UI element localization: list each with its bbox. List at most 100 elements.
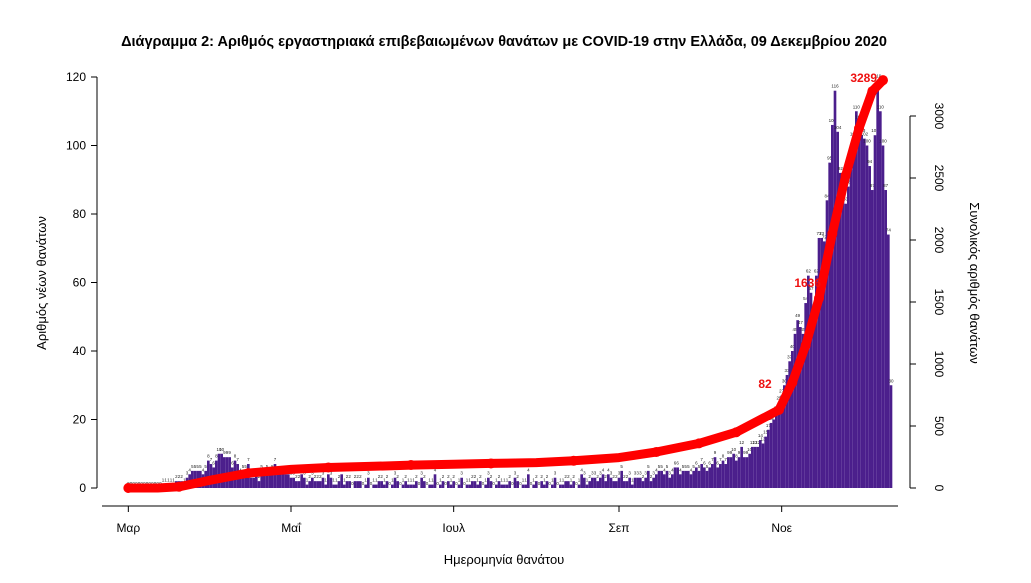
bar — [588, 481, 591, 488]
bar-data-label: 1 — [562, 478, 565, 483]
bar — [703, 467, 706, 488]
bar-data-label: 8 — [735, 454, 738, 459]
bar-data-label: 4 — [580, 467, 583, 472]
bar-data-label: 72 — [822, 234, 828, 239]
bar — [457, 484, 461, 488]
bar-data-label: 2 — [572, 474, 575, 479]
bar-data-label: 1 — [570, 478, 573, 483]
bar-data-label: 9 — [228, 450, 231, 455]
bar-data-label: 2 — [546, 474, 549, 479]
bar-data-label: 5 — [204, 464, 207, 469]
cumulative-line — [123, 75, 888, 493]
bar — [649, 481, 653, 488]
bar-data-label: 3 — [652, 471, 655, 476]
bar — [433, 474, 437, 488]
bar — [844, 203, 847, 488]
bar — [673, 467, 677, 488]
bar — [873, 135, 877, 488]
bar — [745, 457, 749, 488]
bar-data-label: 87 — [870, 183, 876, 188]
cumulative-point — [878, 75, 888, 86]
bar-data-label: 2 — [346, 474, 349, 479]
bar-data-label: 17 — [766, 423, 772, 428]
bar — [871, 190, 874, 488]
bar-data-label: 33 — [784, 368, 790, 373]
cumulative-point — [854, 123, 864, 134]
bar-data-label: 6 — [212, 460, 215, 465]
bar — [761, 443, 765, 488]
bar-data-label: 1 — [543, 478, 546, 483]
bar-data-label: 1 — [170, 478, 173, 483]
bar — [812, 313, 815, 488]
bar — [695, 467, 698, 488]
bar-data-label: 1 — [532, 478, 535, 483]
bar-data-label: 10 — [219, 447, 225, 452]
bar-data-label: 3 — [583, 471, 586, 476]
bar-data-label: 6 — [674, 460, 677, 465]
bar — [471, 481, 474, 488]
bar — [583, 477, 586, 488]
bar-data-label: 0 — [492, 481, 495, 486]
bar — [863, 138, 866, 488]
bar — [847, 186, 850, 488]
bar-data-label: 2 — [516, 474, 519, 479]
cumulative-point — [694, 438, 704, 449]
bar-data-label: 5 — [199, 464, 202, 469]
bar — [276, 474, 279, 488]
bar — [743, 457, 746, 488]
bar — [489, 481, 493, 488]
bar-data-label: 2 — [378, 474, 381, 479]
bar-data-label: 1 — [476, 478, 479, 483]
bar — [644, 477, 647, 488]
bar-data-label: 2 — [423, 474, 426, 479]
bar — [609, 477, 613, 488]
bar-data-label: 6 — [716, 460, 719, 465]
bar — [540, 481, 543, 488]
bar — [655, 474, 658, 488]
bar-data-label: 5 — [196, 464, 199, 469]
cumulative-point — [323, 462, 334, 473]
bar-data-label: 7 — [724, 457, 727, 462]
cumulative-point — [774, 404, 784, 415]
bar — [332, 484, 335, 488]
bar — [407, 484, 410, 488]
bar — [839, 172, 842, 488]
bar-data-label: 2 — [295, 474, 298, 479]
bar-data-label: 2 — [540, 474, 543, 479]
bar-data-label: 45 — [792, 327, 798, 332]
y2-axis-label: Συνολικός αριθμός θανάτων — [967, 202, 982, 363]
bar-data-label: 5 — [660, 464, 663, 469]
bar-data-label: 57 — [808, 286, 814, 291]
bar-data-label: 1 — [375, 478, 378, 483]
bar — [719, 464, 722, 488]
bar-data-label: 3 — [394, 471, 397, 476]
bar — [391, 484, 394, 488]
bar-data-label: 3 — [487, 471, 490, 476]
x-tick-label: Μαΐ — [281, 521, 302, 535]
bar-data-label: 9 — [226, 450, 229, 455]
bar — [625, 481, 629, 488]
bar-data-label: 1 — [506, 478, 509, 483]
bar-data-label: 5 — [682, 464, 685, 469]
bar — [764, 436, 767, 488]
bar-data-label: 0 — [351, 481, 354, 486]
bar — [791, 351, 794, 488]
bar — [260, 470, 263, 488]
bar — [380, 481, 383, 488]
bar-data-label: 2 — [404, 474, 407, 479]
bar — [817, 237, 821, 488]
bar-data-label: 0 — [362, 481, 365, 486]
bar — [265, 470, 269, 488]
bar-data-label: 0 — [444, 481, 447, 486]
bar-data-label: 10 — [216, 447, 222, 452]
bar-data-label: 0 — [463, 481, 466, 486]
bar-data-label: 92 — [838, 166, 844, 171]
bar-data-label: 10 — [731, 447, 737, 452]
x-tick-label: Ιουλ — [442, 521, 465, 535]
bar-data-label: 4 — [239, 467, 242, 472]
bar — [676, 467, 679, 488]
cumulative-point — [840, 170, 851, 181]
bar-data-label: 2 — [386, 474, 389, 479]
bar-data-label: 119 — [874, 73, 882, 78]
